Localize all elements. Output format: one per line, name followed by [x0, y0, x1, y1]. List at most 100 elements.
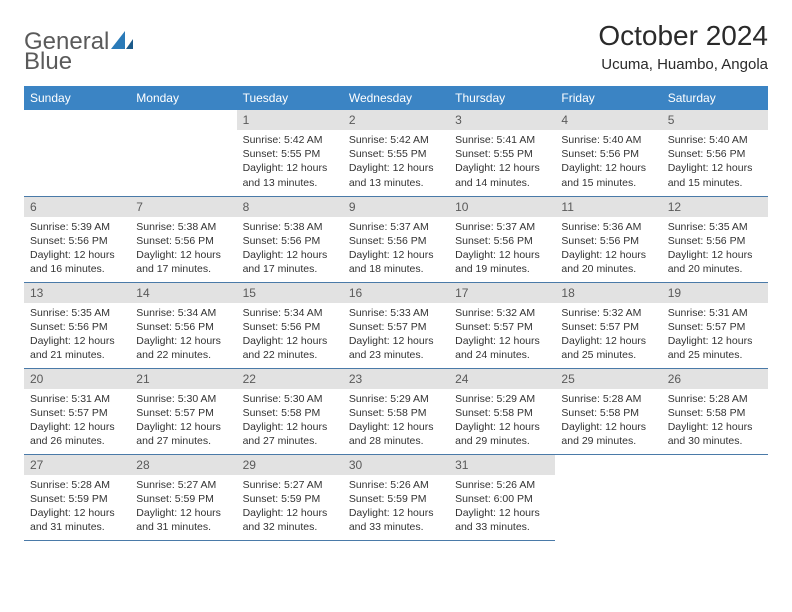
- day-number: 17: [449, 283, 555, 303]
- calendar-cell: 31Sunrise: 5:26 AMSunset: 6:00 PMDayligh…: [449, 454, 555, 540]
- daylight-line2: and 29 minutes.: [455, 434, 549, 448]
- day-content: Sunrise: 5:36 AMSunset: 5:56 PMDaylight:…: [555, 217, 661, 281]
- daylight-line1: Daylight: 12 hours: [455, 161, 549, 175]
- daylight-line1: Daylight: 12 hours: [561, 248, 655, 262]
- sunrise-text: Sunrise: 5:31 AM: [668, 306, 762, 320]
- day-content: Sunrise: 5:29 AMSunset: 5:58 PMDaylight:…: [343, 389, 449, 453]
- calendar-cell: 29Sunrise: 5:27 AMSunset: 5:59 PMDayligh…: [237, 454, 343, 540]
- sunrise-text: Sunrise: 5:42 AM: [349, 133, 443, 147]
- calendar-cell: 18Sunrise: 5:32 AMSunset: 5:57 PMDayligh…: [555, 282, 661, 368]
- day-number: 25: [555, 369, 661, 389]
- sunset-text: Sunset: 5:56 PM: [561, 234, 655, 248]
- daylight-line1: Daylight: 12 hours: [136, 420, 230, 434]
- day-number: 15: [237, 283, 343, 303]
- sunrise-text: Sunrise: 5:28 AM: [668, 392, 762, 406]
- calendar-week: 13Sunrise: 5:35 AMSunset: 5:56 PMDayligh…: [24, 282, 768, 368]
- calendar-cell: 25Sunrise: 5:28 AMSunset: 5:58 PMDayligh…: [555, 368, 661, 454]
- sunrise-text: Sunrise: 5:42 AM: [243, 133, 337, 147]
- sunrise-text: Sunrise: 5:38 AM: [243, 220, 337, 234]
- daylight-line2: and 32 minutes.: [243, 520, 337, 534]
- day-number: 19: [662, 283, 768, 303]
- calendar-cell: 27Sunrise: 5:28 AMSunset: 5:59 PMDayligh…: [24, 454, 130, 540]
- day-number: 13: [24, 283, 130, 303]
- sunset-text: Sunset: 5:56 PM: [349, 234, 443, 248]
- sunrise-text: Sunrise: 5:27 AM: [136, 478, 230, 492]
- daylight-line1: Daylight: 12 hours: [243, 161, 337, 175]
- daylight-line2: and 20 minutes.: [668, 262, 762, 276]
- daylight-line1: Daylight: 12 hours: [30, 420, 124, 434]
- daylight-line2: and 14 minutes.: [455, 176, 549, 190]
- title-block: October 2024 Ucuma, Huambo, Angola: [598, 20, 768, 73]
- sunset-text: Sunset: 5:57 PM: [136, 406, 230, 420]
- sunset-text: Sunset: 5:57 PM: [349, 320, 443, 334]
- location: Ucuma, Huambo, Angola: [598, 56, 768, 73]
- sunrise-text: Sunrise: 5:30 AM: [136, 392, 230, 406]
- sunrise-text: Sunrise: 5:26 AM: [349, 478, 443, 492]
- daylight-line2: and 20 minutes.: [561, 262, 655, 276]
- daylight-line1: Daylight: 12 hours: [455, 420, 549, 434]
- sunset-text: Sunset: 5:56 PM: [30, 234, 124, 248]
- day-number: 22: [237, 369, 343, 389]
- day-content: Sunrise: 5:38 AMSunset: 5:56 PMDaylight:…: [237, 217, 343, 281]
- daylight-line2: and 30 minutes.: [668, 434, 762, 448]
- daylight-line1: Daylight: 12 hours: [243, 506, 337, 520]
- calendar-cell: 16Sunrise: 5:33 AMSunset: 5:57 PMDayligh…: [343, 282, 449, 368]
- calendar-cell: 12Sunrise: 5:35 AMSunset: 5:56 PMDayligh…: [662, 196, 768, 282]
- daylight-line1: Daylight: 12 hours: [136, 506, 230, 520]
- sunset-text: Sunset: 5:59 PM: [349, 492, 443, 506]
- daylight-line2: and 31 minutes.: [30, 520, 124, 534]
- day-content: Sunrise: 5:41 AMSunset: 5:55 PMDaylight:…: [449, 130, 555, 194]
- daylight-line2: and 25 minutes.: [668, 348, 762, 362]
- daylight-line2: and 13 minutes.: [349, 176, 443, 190]
- sunrise-text: Sunrise: 5:31 AM: [30, 392, 124, 406]
- calendar-cell: 28Sunrise: 5:27 AMSunset: 5:59 PMDayligh…: [130, 454, 236, 540]
- sunrise-text: Sunrise: 5:30 AM: [243, 392, 337, 406]
- sunrise-text: Sunrise: 5:29 AM: [349, 392, 443, 406]
- calendar-cell: 13Sunrise: 5:35 AMSunset: 5:56 PMDayligh…: [24, 282, 130, 368]
- weekday-header: Tuesday: [237, 86, 343, 110]
- sunset-text: Sunset: 5:59 PM: [136, 492, 230, 506]
- day-number: 10: [449, 197, 555, 217]
- daylight-line2: and 15 minutes.: [561, 176, 655, 190]
- daylight-line1: Daylight: 12 hours: [668, 420, 762, 434]
- daylight-line2: and 33 minutes.: [349, 520, 443, 534]
- day-content: Sunrise: 5:34 AMSunset: 5:56 PMDaylight:…: [130, 303, 236, 367]
- daylight-line1: Daylight: 12 hours: [243, 334, 337, 348]
- sunset-text: Sunset: 5:56 PM: [136, 234, 230, 248]
- sunrise-text: Sunrise: 5:34 AM: [243, 306, 337, 320]
- day-content: Sunrise: 5:27 AMSunset: 5:59 PMDaylight:…: [130, 475, 236, 539]
- sunrise-text: Sunrise: 5:38 AM: [136, 220, 230, 234]
- sunrise-text: Sunrise: 5:28 AM: [30, 478, 124, 492]
- daylight-line1: Daylight: 12 hours: [455, 506, 549, 520]
- day-content: Sunrise: 5:35 AMSunset: 5:56 PMDaylight:…: [662, 217, 768, 281]
- day-content: Sunrise: 5:32 AMSunset: 5:57 PMDaylight:…: [449, 303, 555, 367]
- sunset-text: Sunset: 5:56 PM: [455, 234, 549, 248]
- day-content: Sunrise: 5:42 AMSunset: 5:55 PMDaylight:…: [237, 130, 343, 194]
- day-number: 29: [237, 455, 343, 475]
- sunrise-text: Sunrise: 5:40 AM: [668, 133, 762, 147]
- weekday-header: Wednesday: [343, 86, 449, 110]
- sunset-text: Sunset: 5:55 PM: [243, 147, 337, 161]
- day-number: 26: [662, 369, 768, 389]
- calendar-cell: 15Sunrise: 5:34 AMSunset: 5:56 PMDayligh…: [237, 282, 343, 368]
- day-number: 3: [449, 110, 555, 130]
- sunrise-text: Sunrise: 5:32 AM: [561, 306, 655, 320]
- calendar-cell: 4Sunrise: 5:40 AMSunset: 5:56 PMDaylight…: [555, 110, 661, 196]
- sunrise-text: Sunrise: 5:26 AM: [455, 478, 549, 492]
- calendar-cell: [24, 110, 130, 196]
- sunset-text: Sunset: 5:55 PM: [455, 147, 549, 161]
- day-content: Sunrise: 5:32 AMSunset: 5:57 PMDaylight:…: [555, 303, 661, 367]
- day-number: 31: [449, 455, 555, 475]
- day-content: Sunrise: 5:28 AMSunset: 5:59 PMDaylight:…: [24, 475, 130, 539]
- sunrise-text: Sunrise: 5:37 AM: [349, 220, 443, 234]
- sunset-text: Sunset: 5:56 PM: [668, 234, 762, 248]
- sunrise-text: Sunrise: 5:36 AM: [561, 220, 655, 234]
- page-title: October 2024: [598, 20, 768, 52]
- sunset-text: Sunset: 5:59 PM: [243, 492, 337, 506]
- day-number: 27: [24, 455, 130, 475]
- day-number: 8: [237, 197, 343, 217]
- calendar-cell: 11Sunrise: 5:36 AMSunset: 5:56 PMDayligh…: [555, 196, 661, 282]
- calendar-table: SundayMondayTuesdayWednesdayThursdayFrid…: [24, 86, 768, 541]
- day-content: Sunrise: 5:40 AMSunset: 5:56 PMDaylight:…: [555, 130, 661, 194]
- daylight-line2: and 25 minutes.: [561, 348, 655, 362]
